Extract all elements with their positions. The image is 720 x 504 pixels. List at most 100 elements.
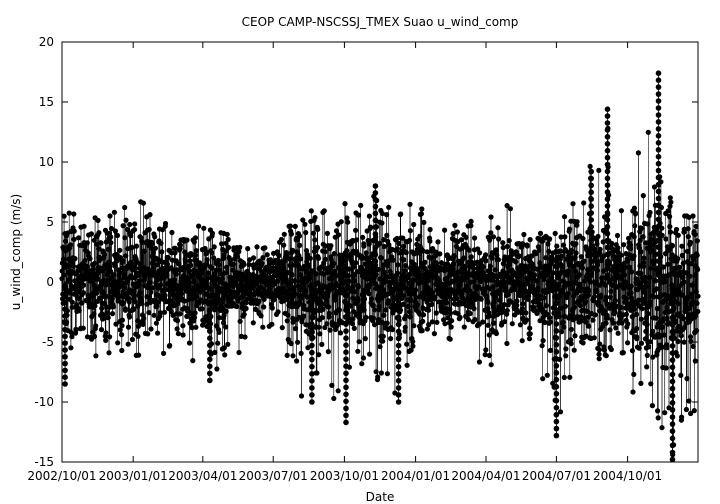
data-point xyxy=(497,297,503,303)
data-point xyxy=(411,251,417,257)
data-point xyxy=(300,217,306,223)
data-point xyxy=(150,285,156,291)
data-point xyxy=(503,270,509,276)
data-point xyxy=(307,275,313,282)
extreme-point xyxy=(655,258,662,264)
data-point xyxy=(466,247,472,253)
data-point xyxy=(547,236,553,242)
data-point xyxy=(177,242,183,248)
data-point xyxy=(215,340,221,346)
data-point xyxy=(367,282,373,288)
data-point xyxy=(68,345,74,351)
data-point xyxy=(514,302,520,308)
data-point xyxy=(597,341,603,347)
data-point xyxy=(636,345,642,351)
data-point xyxy=(145,331,151,337)
data-point xyxy=(172,245,178,251)
data-point xyxy=(489,255,495,261)
extreme-point xyxy=(604,154,611,161)
data-point xyxy=(128,233,134,239)
data-point xyxy=(419,206,425,212)
data-point xyxy=(566,262,573,268)
extreme-point xyxy=(669,357,676,363)
data-point xyxy=(573,250,579,256)
data-point xyxy=(290,247,296,253)
x-tick-label: 2004/01/01 xyxy=(381,469,450,483)
extreme-point xyxy=(669,414,676,420)
data-point xyxy=(362,336,368,342)
data-point xyxy=(379,295,385,301)
data-point xyxy=(591,294,598,300)
data-point xyxy=(690,256,697,262)
data-point xyxy=(663,236,669,242)
data-point xyxy=(295,339,301,345)
data-point xyxy=(664,316,670,322)
data-point xyxy=(436,299,442,305)
data-point xyxy=(427,226,433,233)
data-point xyxy=(675,301,682,307)
data-point xyxy=(107,213,113,219)
data-point xyxy=(229,294,235,300)
data-point xyxy=(490,234,497,240)
data-point xyxy=(488,214,494,220)
extreme-point xyxy=(343,328,349,334)
data-point xyxy=(93,353,99,359)
data-point xyxy=(520,301,526,307)
data-point xyxy=(408,286,414,292)
data-point xyxy=(384,320,390,326)
extreme-point xyxy=(309,385,315,391)
data-point xyxy=(71,211,77,217)
data-point xyxy=(499,306,505,312)
data-point xyxy=(279,325,285,331)
data-point xyxy=(188,262,194,268)
data-point xyxy=(312,237,318,243)
data-point xyxy=(115,340,121,346)
data-point xyxy=(62,238,69,244)
data-point xyxy=(625,340,631,346)
extreme-point xyxy=(655,153,662,160)
data-point xyxy=(154,303,160,309)
data-point xyxy=(349,321,356,327)
data-point xyxy=(476,359,482,365)
data-point xyxy=(523,317,530,323)
extreme-point xyxy=(62,299,68,306)
extreme-point xyxy=(588,244,594,251)
data-point xyxy=(483,347,489,353)
data-point xyxy=(147,279,153,286)
extreme-point xyxy=(604,127,611,133)
data-point xyxy=(452,222,458,228)
data-point xyxy=(407,309,413,315)
data-point xyxy=(489,277,495,283)
data-point xyxy=(385,291,392,297)
data-point xyxy=(413,287,419,293)
data-point xyxy=(458,237,464,243)
data-point xyxy=(331,260,337,267)
data-point xyxy=(370,302,376,308)
data-point xyxy=(638,380,644,386)
data-point xyxy=(322,249,328,255)
data-point xyxy=(688,338,694,344)
data-point xyxy=(433,310,439,316)
x-tick-label: 2003/01/01 xyxy=(99,469,168,483)
data-point xyxy=(201,225,207,231)
extreme-point xyxy=(553,418,560,425)
data-point xyxy=(430,290,436,296)
data-point xyxy=(356,313,363,319)
data-point xyxy=(580,340,586,346)
data-point xyxy=(181,298,187,304)
data-point xyxy=(131,306,137,312)
extreme-point xyxy=(604,196,611,202)
data-point xyxy=(316,352,322,358)
extreme-point xyxy=(309,286,315,292)
data-point xyxy=(178,287,185,293)
extreme-point xyxy=(669,336,676,342)
data-point xyxy=(404,362,410,368)
data-point xyxy=(598,292,604,298)
data-point xyxy=(563,346,569,352)
data-point xyxy=(504,308,510,314)
extreme-point xyxy=(372,183,379,189)
data-point xyxy=(66,278,72,285)
data-point xyxy=(343,252,349,258)
x-tick-label: 2004/10/01 xyxy=(593,469,662,483)
data-point xyxy=(604,301,610,307)
